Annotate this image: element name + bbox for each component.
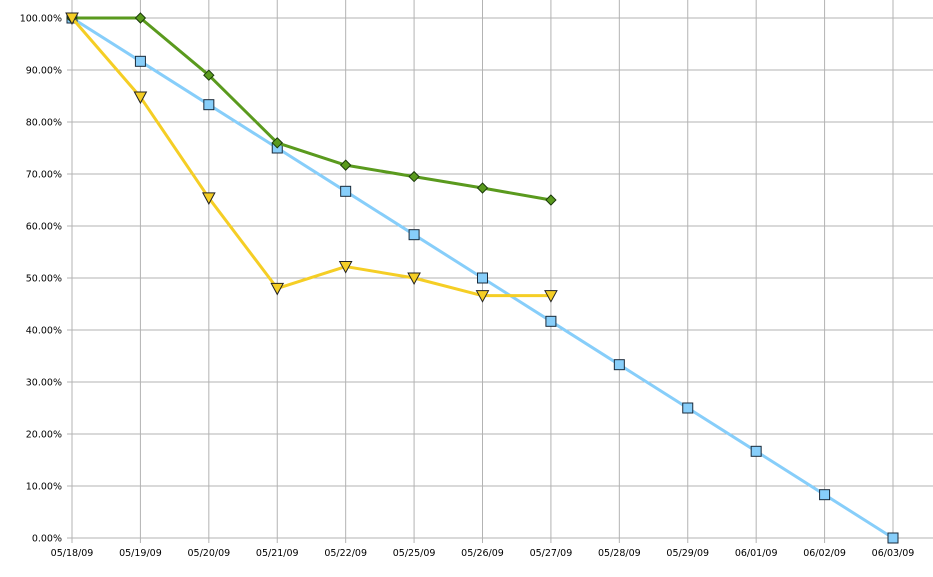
y-tick-label: 90.00%: [26, 66, 62, 77]
x-tick-label: 05/18/09: [51, 548, 94, 559]
data-point-square: [545, 315, 557, 327]
x-tick-label: 06/01/09: [735, 548, 778, 559]
data-point-square: [750, 445, 762, 457]
data-point-square: [819, 489, 831, 501]
x-tick-label: 05/22/09: [324, 548, 367, 559]
y-tick-label: 70.00%: [26, 170, 62, 181]
y-tick-label: 60.00%: [26, 222, 62, 233]
data-point-diamond: [339, 159, 352, 171]
data-point-square: [203, 99, 215, 111]
data-point-triangle: [544, 290, 558, 303]
data-point-triangle: [407, 272, 421, 286]
x-tick-label: 06/03/09: [872, 548, 915, 559]
data-point-triangle: [338, 261, 353, 274]
data-point-diamond: [134, 12, 147, 24]
x-tick-label: 05/26/09: [461, 548, 504, 559]
x-tick-label: 05/19/09: [119, 548, 162, 559]
grid: [67, 0, 933, 543]
x-axis-labels: 05/18/09 05/19/09 05/20/09 05/21/09 05/22/09…: [51, 548, 915, 559]
y-axis-labels: 0.00% 10.00% 20.00% 30.00% 40.00% 50.00% 60.00…: [20, 14, 62, 545]
y-tick-label: 80.00%: [26, 118, 62, 129]
series-group: [65, 12, 899, 544]
x-tick-label: 05/29/09: [666, 548, 709, 559]
y-tick-label: 40.00%: [26, 326, 62, 337]
data-point-square: [682, 402, 694, 414]
data-point-triangle: [201, 192, 216, 205]
series-yellow: [65, 12, 558, 303]
y-tick-label: 50.00%: [26, 274, 62, 285]
y-tick-label: 20.00%: [26, 430, 62, 441]
data-point-diamond: [271, 137, 283, 149]
x-tick-label: 05/28/09: [598, 548, 641, 559]
data-point-square: [887, 532, 899, 544]
data-point-triangle: [475, 290, 490, 303]
x-tick-label: 05/21/09: [256, 548, 299, 559]
data-point-diamond: [545, 194, 557, 206]
data-point-square: [340, 185, 352, 197]
x-tick-label: 05/20/09: [187, 548, 230, 559]
y-tick-label: 10.00%: [26, 482, 62, 493]
data-point-square: [477, 272, 488, 284]
y-tick-label: 30.00%: [26, 378, 62, 389]
x-tick-label: 05/25/09: [393, 548, 436, 559]
data-point-square: [408, 229, 420, 241]
data-point-triangle: [65, 12, 79, 26]
data-point-triangle: [270, 282, 285, 296]
data-point-triangle: [133, 91, 148, 105]
x-tick-label: 06/02/09: [803, 548, 846, 559]
data-point-diamond: [476, 182, 489, 194]
data-point-diamond: [408, 170, 420, 183]
y-tick-label: 0.00%: [32, 534, 62, 545]
data-point-square: [613, 359, 625, 371]
series-line-yellow: [70, 17, 551, 298]
data-point-square: [134, 55, 146, 67]
y-tick-label: 100.00%: [20, 14, 62, 25]
series-line-green: [72, 16, 552, 202]
x-tick-label: 05/27/09: [530, 548, 573, 559]
data-point-diamond: [203, 69, 215, 81]
